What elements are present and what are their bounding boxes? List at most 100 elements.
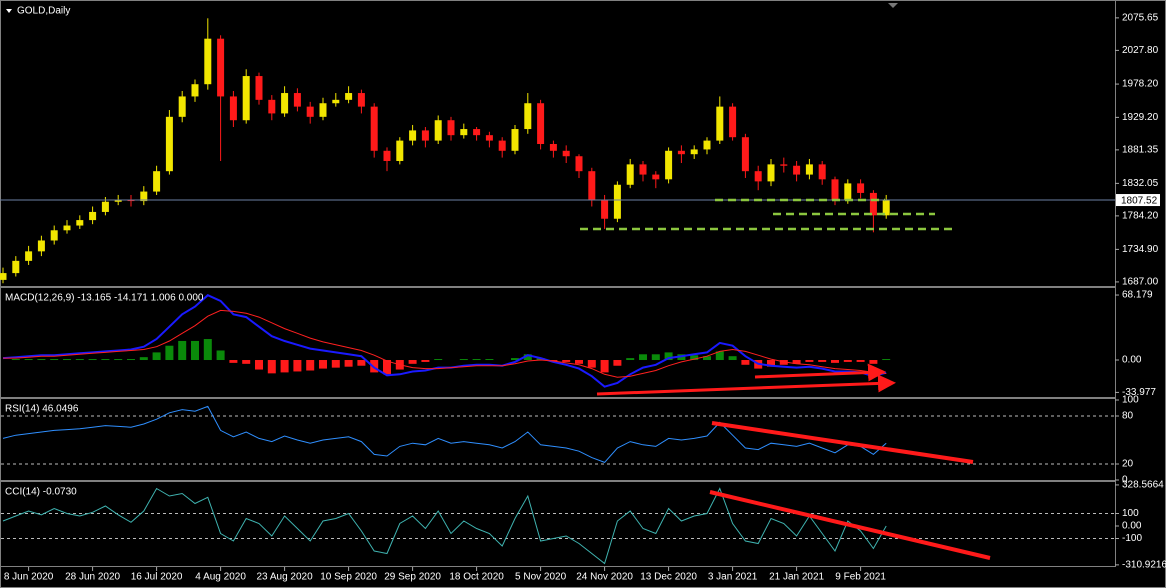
histogram-bar xyxy=(767,360,775,367)
y-tick-label: 100 xyxy=(1122,395,1139,406)
candle-body xyxy=(89,211,97,221)
candle-body xyxy=(767,164,775,182)
histogram-bar xyxy=(856,360,865,362)
x-tick-label: 5 Nov 2020 xyxy=(515,572,567,583)
signal-line xyxy=(3,309,887,378)
histogram-bar xyxy=(280,360,289,373)
y-tick-label: -33.977 xyxy=(1122,387,1156,398)
histogram-bar xyxy=(319,360,327,369)
candle-body xyxy=(204,38,212,85)
histogram-bar xyxy=(152,352,161,361)
y-tick-label: 100 xyxy=(1122,508,1139,519)
histogram-bar xyxy=(331,360,340,368)
y-tick-label: 1832.05 xyxy=(1122,178,1159,189)
histogram-bar xyxy=(651,354,660,361)
candle-body xyxy=(101,201,109,212)
panel-title: MACD(12,26,9) -13.165 -14.171 1.006 0.00… xyxy=(5,293,204,304)
annotations xyxy=(580,198,991,560)
candle-body xyxy=(357,93,365,107)
candle-body xyxy=(217,38,225,97)
panel-frame xyxy=(0,287,1116,398)
y-tick-label: 20 xyxy=(1122,459,1134,470)
y-tick-label: 80 xyxy=(1122,411,1134,422)
candle-body xyxy=(639,164,647,175)
histogram-bar xyxy=(523,354,532,361)
menu-triangle[interactable] xyxy=(6,9,12,13)
histogram-bar xyxy=(255,360,263,370)
histogram-bar xyxy=(139,357,148,361)
histogram-bar xyxy=(703,356,711,361)
x-tick-label: 13 Dec 2020 xyxy=(640,572,697,583)
candle-body xyxy=(524,103,532,130)
histogram-bar xyxy=(485,359,494,361)
histogram-bar xyxy=(562,360,571,362)
candle-body xyxy=(370,106,378,151)
candle-body xyxy=(383,150,391,161)
panel-frame xyxy=(0,398,1116,481)
candle-body xyxy=(498,140,506,151)
macd-line xyxy=(2,294,887,388)
candle-body xyxy=(242,76,250,121)
candle-body xyxy=(703,140,711,150)
candle-body xyxy=(460,129,468,136)
candle-body xyxy=(421,130,429,141)
candle-body xyxy=(345,93,353,100)
histogram-bar xyxy=(370,360,379,373)
histogram-bar xyxy=(600,360,609,373)
histogram-bar xyxy=(741,360,750,365)
candle-body xyxy=(665,150,673,180)
candle-body xyxy=(754,171,762,182)
candle-body xyxy=(63,225,71,231)
shift-marker xyxy=(888,3,898,8)
y-tick-label: 1881.35 xyxy=(1122,145,1159,156)
y-tick-label: 1687.00 xyxy=(1122,277,1159,288)
histogram-bar xyxy=(626,358,635,361)
candle-body xyxy=(191,84,199,97)
candle-body xyxy=(741,137,749,172)
histogram-bar xyxy=(127,359,135,361)
values-line xyxy=(2,405,887,463)
histogram-bar xyxy=(383,360,391,375)
histogram-bar xyxy=(831,360,839,363)
candle-body xyxy=(409,130,417,141)
histogram-bar xyxy=(267,360,276,374)
trend-line xyxy=(711,421,974,464)
candle-body xyxy=(306,106,314,117)
candle-body xyxy=(882,200,890,216)
y-tick-label: 1978.20 xyxy=(1122,79,1159,90)
candle-body xyxy=(690,149,698,155)
histogram-bar xyxy=(50,359,59,361)
y-tick-label: 328.5664 xyxy=(1122,480,1164,491)
trend-line xyxy=(709,490,991,560)
panel-frame xyxy=(0,481,1116,567)
histogram-bar xyxy=(37,359,46,361)
histogram-bar xyxy=(472,359,481,361)
histogram-bar xyxy=(511,358,519,361)
histogram-bar xyxy=(843,360,852,362)
y-tick-label: 0.00 xyxy=(1122,355,1142,366)
histogram-bar xyxy=(587,360,596,368)
histogram-bar xyxy=(11,359,20,361)
x-tick-label: 9 Feb 2021 xyxy=(835,572,886,583)
histogram-bar xyxy=(728,356,737,361)
histogram-bar xyxy=(715,351,724,361)
histogram-bar xyxy=(293,360,302,372)
candle-body xyxy=(229,96,237,121)
candle-body xyxy=(652,174,660,180)
candle-body xyxy=(511,129,519,151)
candle-body xyxy=(549,144,557,151)
candle-body xyxy=(0,273,7,280)
candle-body xyxy=(857,183,865,193)
candle-body xyxy=(268,99,276,114)
histogram-bar xyxy=(882,359,891,361)
candle-body xyxy=(562,150,570,157)
candle-body xyxy=(12,260,20,274)
last-price-box xyxy=(1116,194,1160,207)
histogram-bar xyxy=(459,359,468,361)
panel-title: CCI(14) -0.0730 xyxy=(5,487,77,498)
candle-body xyxy=(869,192,877,216)
divergence-arrow xyxy=(754,363,886,382)
y-tick-label: -100 xyxy=(1122,533,1142,544)
candle-body xyxy=(178,96,186,117)
